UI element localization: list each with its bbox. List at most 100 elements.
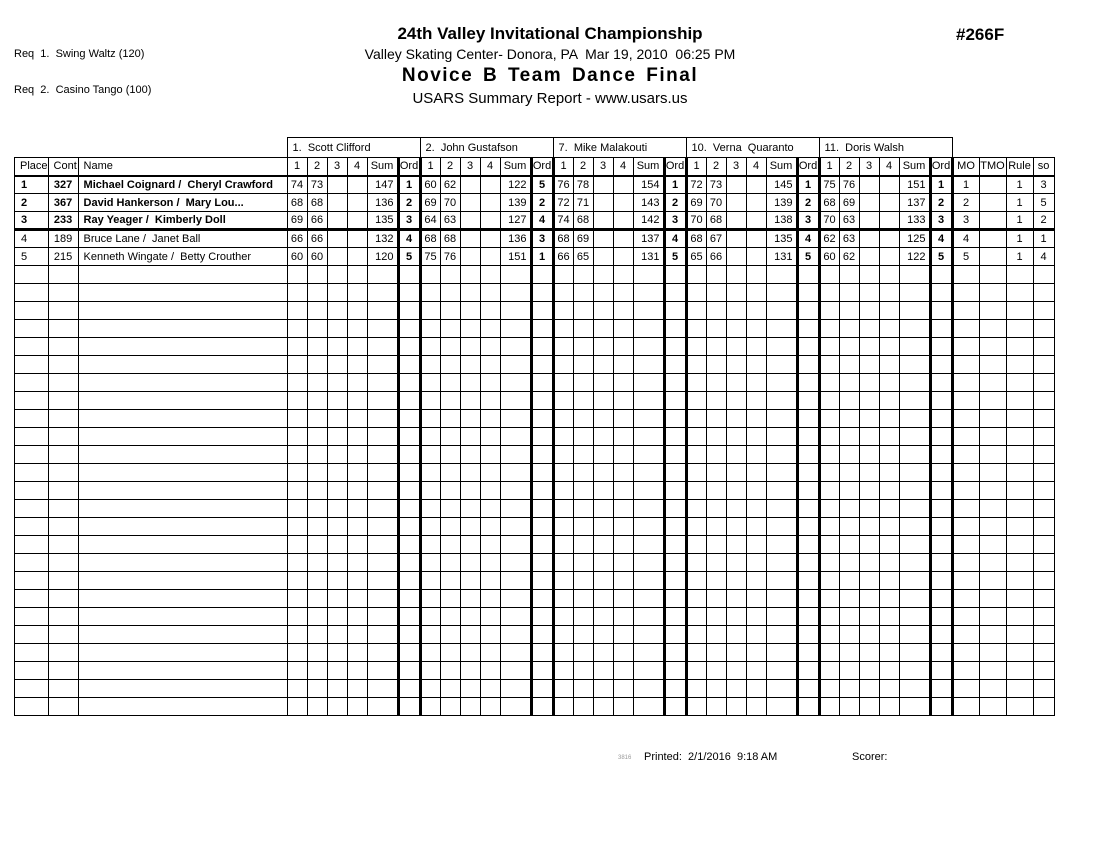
score-cell <box>612 373 634 392</box>
score-cell <box>439 463 461 482</box>
score-cell <box>685 319 707 338</box>
score-cell <box>878 571 900 590</box>
sum-cell <box>632 553 665 572</box>
judge-header-4: 10. Verna Quaranto <box>685 137 820 158</box>
col-header-judge4-sum: Sum <box>765 157 798 177</box>
score-cell: 68 <box>685 229 707 248</box>
ord-cell <box>662 283 688 302</box>
place-cell <box>14 337 49 356</box>
ord-cell <box>928 607 954 626</box>
score-cell <box>552 391 574 410</box>
score-cell <box>725 679 747 698</box>
score-cell <box>612 283 634 302</box>
score-cell: 64 <box>419 211 441 231</box>
score-cell <box>745 697 767 716</box>
place-cell: 4 <box>14 229 49 248</box>
col-header-judge2-score1: 1 <box>419 157 441 177</box>
score-cell <box>479 211 501 231</box>
score-cell: 68 <box>818 193 840 212</box>
place-cell <box>14 553 49 572</box>
sum-cell <box>499 517 532 536</box>
ord-cell <box>529 679 555 698</box>
ord-cell <box>795 337 821 356</box>
score-cell <box>592 463 614 482</box>
score-cell <box>705 445 727 464</box>
score-cell <box>705 499 727 518</box>
so-cell <box>1032 553 1055 572</box>
sum-cell <box>898 319 931 338</box>
score-cell <box>878 211 900 231</box>
ord-cell <box>396 517 422 536</box>
ord-cell <box>795 265 821 284</box>
score-cell <box>705 571 727 590</box>
so-cell <box>1032 427 1055 446</box>
score-cell <box>572 391 594 410</box>
score-cell <box>306 679 328 698</box>
championship-title: 24th Valley Invitational Championship <box>397 24 703 43</box>
score-cell <box>685 337 707 356</box>
score-cell <box>612 319 634 338</box>
score-cell <box>858 553 880 572</box>
score-cell <box>838 679 860 698</box>
score-cell <box>878 679 900 698</box>
score-cell <box>552 481 574 500</box>
sum-cell: 138 <box>765 211 798 231</box>
score-cell <box>439 571 461 590</box>
rule-cell <box>1005 409 1034 428</box>
ord-cell <box>396 697 422 716</box>
place-cell <box>14 571 49 590</box>
score-cell <box>745 301 767 320</box>
col-header-judge4-score3: 3 <box>725 157 747 177</box>
score-cell <box>685 499 707 518</box>
score-cell <box>745 589 767 608</box>
sum-cell <box>632 517 665 536</box>
score-cell <box>725 229 747 248</box>
score-cell <box>705 553 727 572</box>
cont-cell <box>47 355 79 374</box>
score-cell <box>306 481 328 500</box>
score-cell <box>838 625 860 644</box>
score-cell <box>346 391 368 410</box>
tmo-cell <box>978 553 1007 572</box>
tmo-cell <box>978 481 1007 500</box>
sum-cell <box>632 445 665 464</box>
score-cell: 63 <box>439 211 461 231</box>
place-cell <box>14 319 49 338</box>
score-cell <box>838 427 860 446</box>
score-cell <box>838 301 860 320</box>
score-cell <box>612 535 634 554</box>
score-cell: 69 <box>685 193 707 212</box>
ord-cell <box>396 427 422 446</box>
tmo-cell <box>978 247 1007 266</box>
place-cell <box>14 409 49 428</box>
score-cell <box>459 373 481 392</box>
score-cell: 60 <box>306 247 328 266</box>
sum-cell <box>898 571 931 590</box>
score-cell <box>286 643 308 662</box>
req-line-1: Req 1. Swing Waltz (120) <box>14 48 145 60</box>
score-cell <box>346 625 368 644</box>
sum-cell <box>366 319 399 338</box>
ord-cell <box>662 589 688 608</box>
score-cell <box>552 355 574 374</box>
score-cell <box>572 697 594 716</box>
score-cell <box>459 589 481 608</box>
score-cell <box>592 229 614 248</box>
score-cell <box>306 571 328 590</box>
score-cell <box>878 409 900 428</box>
ord-cell <box>795 283 821 302</box>
score-cell <box>306 355 328 374</box>
score-cell <box>479 625 501 644</box>
score-cell <box>858 373 880 392</box>
score-cell: 66 <box>306 211 328 231</box>
col-header-place: Place <box>14 157 49 177</box>
score-cell <box>419 445 441 464</box>
score-cell <box>306 553 328 572</box>
score-cell <box>419 589 441 608</box>
score-cell <box>592 193 614 212</box>
sum-cell <box>632 427 665 446</box>
ord-cell <box>396 337 422 356</box>
score-cell <box>346 571 368 590</box>
score-cell <box>286 553 308 572</box>
score-cell <box>552 661 574 680</box>
